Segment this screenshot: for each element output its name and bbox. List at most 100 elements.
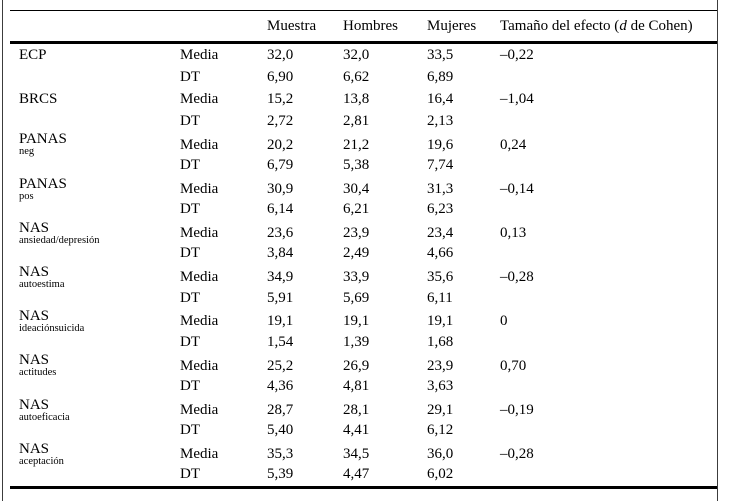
- scale-label: NAS ansiedad/depresión: [10, 220, 180, 247]
- table-row: DT 6,90 6,62 6,89: [10, 66, 717, 88]
- scale-subscript: neg: [19, 146, 35, 158]
- value-mujeres: 6,12: [427, 422, 454, 439]
- table-row: PANAS neg Media 20,2 21,2 19,6 0,24: [10, 132, 717, 157]
- value-muestra: 6,90: [267, 68, 294, 85]
- value-hombres: 34,5: [343, 445, 370, 462]
- scale-subscript: ideaciónsuicida: [19, 323, 85, 335]
- scale-subscript: ansiedad/depresión: [19, 234, 100, 246]
- stat-label: DT: [180, 289, 200, 306]
- value-muestra: 15,2: [267, 90, 294, 107]
- value-efecto: –0,14: [500, 180, 534, 197]
- table-row: NAS aceptación Media 35,3 34,5 36,0 –0,28: [10, 441, 717, 466]
- value-hombres: 5,69: [343, 289, 370, 306]
- stat-label: DT: [180, 68, 200, 85]
- value-hombres: 1,39: [343, 333, 370, 350]
- stat-label: DT: [180, 245, 200, 262]
- value-muestra: 32,0: [267, 46, 294, 63]
- value-mujeres: 16,4: [427, 90, 454, 107]
- value-muestra: 5,91: [267, 289, 294, 306]
- value-mujeres: 23,4: [427, 225, 454, 241]
- scale-label: NAS ideaciónsuicida: [10, 309, 180, 335]
- value-efecto: –0,28: [500, 269, 534, 286]
- scale-subscript: actitudes: [19, 367, 57, 379]
- stat-label: DT: [180, 422, 200, 439]
- table-row: DT 1,54 1,39 1,68: [10, 331, 717, 353]
- stat-label: Media: [180, 313, 219, 330]
- value-muestra: 6,14: [267, 201, 294, 218]
- value-mujeres: 6,89: [427, 68, 454, 85]
- value-mujeres: 36,0: [427, 445, 454, 462]
- stat-label: DT: [180, 466, 200, 483]
- header-hombres: Hombres: [343, 17, 398, 34]
- value-muestra: 2,72: [267, 112, 294, 129]
- value-hombres: 21,2: [343, 136, 370, 153]
- table-row: DT 3,84 2,49 4,66: [10, 243, 717, 265]
- value-hombres: 13,8: [343, 90, 370, 107]
- scale-subscript: aceptación: [19, 455, 64, 467]
- value-mujeres: 23,9: [427, 357, 454, 374]
- scale-label: BRCS: [10, 90, 180, 107]
- scale-name: BRCS: [19, 90, 58, 107]
- value-efecto: 0,70: [500, 357, 527, 374]
- value-hombres: 32,0: [343, 46, 370, 63]
- scale-label: NAS aceptación: [10, 441, 180, 468]
- value-hombres: 6,62: [343, 68, 370, 85]
- stat-label: DT: [180, 377, 200, 394]
- table-row: BRCS Media 15,2 13,8 16,4 –1,04: [10, 88, 717, 110]
- value-mujeres: 19,6: [427, 136, 454, 153]
- table-row: NAS autoestima Media 34,9 33,9 35,6 –0,28: [10, 264, 717, 289]
- scale-name: NAS: [19, 263, 50, 280]
- value-muestra: 3,84: [267, 245, 294, 262]
- value-hombres: 26,9: [343, 357, 370, 374]
- header-efecto-d: d: [619, 17, 627, 34]
- value-efecto: –0,22: [500, 46, 534, 63]
- stat-label: Media: [180, 180, 219, 197]
- table-row: PANAS pos Media 30,9 30,4 31,3 –0,14: [10, 176, 717, 201]
- table-row: DT 6,79 5,38 7,74: [10, 154, 717, 176]
- table-header: Muestra Hombres Mujeres Tamaño del efect…: [10, 11, 717, 41]
- scale-name: ECP: [19, 46, 47, 63]
- stat-label: DT: [180, 112, 200, 129]
- header-mujeres: Mujeres: [427, 17, 477, 34]
- value-efecto: –0,28: [500, 445, 534, 462]
- stat-label: Media: [180, 401, 219, 418]
- value-muestra: 23,6: [267, 225, 294, 241]
- value-muestra: 4,36: [267, 377, 294, 394]
- value-hombres: 2,49: [343, 245, 370, 262]
- scale-label: PANAS neg: [10, 132, 180, 158]
- value-mujeres: 35,6: [427, 269, 454, 286]
- table-row: DT 5,91 5,69 6,11: [10, 287, 717, 309]
- value-muestra: 1,54: [267, 333, 294, 350]
- stat-label: Media: [180, 269, 219, 286]
- scale-name: NAS: [19, 308, 50, 325]
- stat-label: Media: [180, 445, 219, 462]
- table-body: ECP Media 32,0 32,0 33,5 –0,22 DT 6,90 6,62 6,89 B…: [10, 44, 717, 486]
- table-row: DT 2,72 2,81 2,13: [10, 110, 717, 132]
- value-efecto: 0,13: [500, 225, 527, 241]
- table-row: NAS autoeficacia Media 28,7 28,1 29,1 –0,19: [10, 397, 717, 422]
- scale-label: PANAS pos: [10, 175, 180, 203]
- table-row: NAS ansiedad/depresión Media 23,6 23,9 23,4 0,…: [10, 220, 717, 245]
- value-hombres: 4,41: [343, 422, 370, 439]
- stat-label: Media: [180, 90, 219, 107]
- stat-label: DT: [180, 333, 200, 350]
- value-mujeres: 4,66: [427, 245, 454, 262]
- value-muestra: 19,1: [267, 313, 294, 330]
- scale-label: ECP: [10, 46, 180, 63]
- scale-name: PANAS: [19, 175, 67, 192]
- value-mujeres: 19,1: [427, 313, 454, 330]
- value-muestra: 6,79: [267, 157, 294, 174]
- table-row: NAS ideaciónsuicida Media 19,1 19,1 19,1 0: [10, 309, 717, 334]
- stat-label: Media: [180, 357, 219, 374]
- header-muestra: Muestra: [267, 17, 317, 34]
- value-muestra: 20,2: [267, 136, 294, 153]
- scale-label: NAS actitudes: [10, 353, 180, 379]
- value-mujeres: 29,1: [427, 401, 454, 418]
- value-hombres: 5,38: [343, 157, 370, 174]
- table-bottom-rule: [10, 486, 717, 489]
- value-muestra: 5,39: [267, 466, 294, 483]
- value-mujeres: 6,02: [427, 466, 454, 483]
- value-mujeres: 1,68: [427, 333, 454, 350]
- scale-label: NAS autoestima: [10, 263, 180, 291]
